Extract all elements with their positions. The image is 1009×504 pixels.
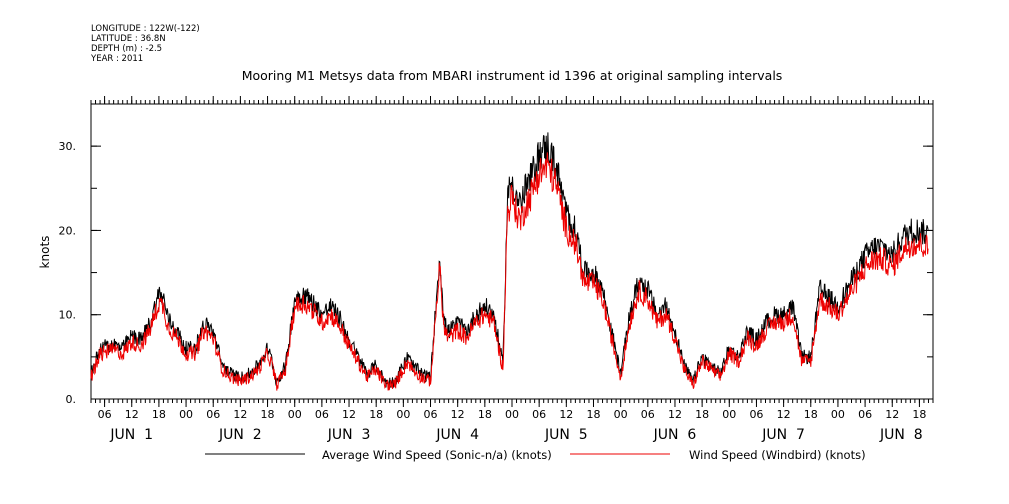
meta-year: YEAR : 2011 [90,54,143,64]
x-tick-label: 18 [369,408,383,421]
x-tick-label: 12 [559,408,573,421]
x-day-label: JUN 8 [879,427,923,443]
y-tick-label: 30. [59,140,77,153]
x-tick-label: 12 [777,408,791,421]
x-tick-label: 00 [614,408,628,421]
x-day-label: JUN 4 [435,427,479,443]
x-day-label: JUN 7 [761,427,805,443]
x-tick-label: 06 [641,408,655,421]
metadata-block: LONGITUDE : 122W(-122) LATITUDE : 36.8N … [90,24,200,64]
x-tick-label: 18 [261,408,275,421]
x-tick-label: 12 [233,408,247,421]
x-tick-label: 12 [451,408,465,421]
chart-title: Mooring M1 Metsys data from MBARI instru… [242,68,783,83]
y-tick-label: 20. [59,224,77,237]
x-day-label: JUN 1 [109,427,153,443]
series-line-average-wind-speed [90,132,929,389]
x-tick-label: 06 [424,408,438,421]
x-tick-label: 12 [342,408,356,421]
y-axis-label: knots [38,236,52,269]
x-tick-label: 18 [804,408,818,421]
series-lines [90,132,929,391]
x-tick-label: 12 [885,408,899,421]
x-day-label: JUN 3 [327,427,371,443]
x-tick-label: 06 [749,408,763,421]
x-tick-label: 00 [722,408,736,421]
x-tick-label: 18 [586,408,600,421]
y-tick-label: 0. [66,393,77,406]
x-tick-label: 00 [505,408,519,421]
minor-tick-marks [90,100,934,403]
x-tick-label: 06 [858,408,872,421]
x-tick-label: 12 [668,408,682,421]
x-tick-label: 06 [98,408,112,421]
x-tick-label: 18 [695,408,709,421]
series-line-windbird [90,152,929,391]
x-tick-label: 00 [396,408,410,421]
x-day-label: JUN 6 [653,427,697,443]
meta-latitude: LATITUDE : 36.8N [91,34,166,44]
x-tick-label: 18 [152,408,166,421]
x-tick-label: 06 [315,408,329,421]
y-axis-ticks: 0. 10. 20. 30. [59,140,933,406]
x-tick-label: 00 [288,408,302,421]
x-tick-label: 18 [912,408,926,421]
x-tick-label: 00 [179,408,193,421]
x-tick-label: 18 [478,408,492,421]
x-tick-label: 06 [206,408,220,421]
x-day-label: JUN 5 [544,427,588,443]
legend-label-windbird: Wind Speed (Windbird) (knots) [689,448,866,462]
x-tick-label: 00 [831,408,845,421]
meta-longitude: LONGITUDE : 122W(-122) [91,24,200,34]
x-axis-ticks: 06 12 18 00 06 12 18 00 06 12 18 00 06 12 18 00 06 12 18 00… [98,96,926,443]
legend: Average Wind Speed (Sonic-n/a) (knots) W… [205,448,866,462]
x-day-label: JUN 2 [218,427,262,443]
x-tick-label: 06 [532,408,546,421]
y-tick-label: 10. [59,309,77,322]
x-tick-label: 12 [125,408,139,421]
legend-label-average-wind-speed: Average Wind Speed (Sonic-n/a) (knots) [322,448,552,462]
meta-depth: DEPTH (m) : -2.5 [91,44,162,54]
